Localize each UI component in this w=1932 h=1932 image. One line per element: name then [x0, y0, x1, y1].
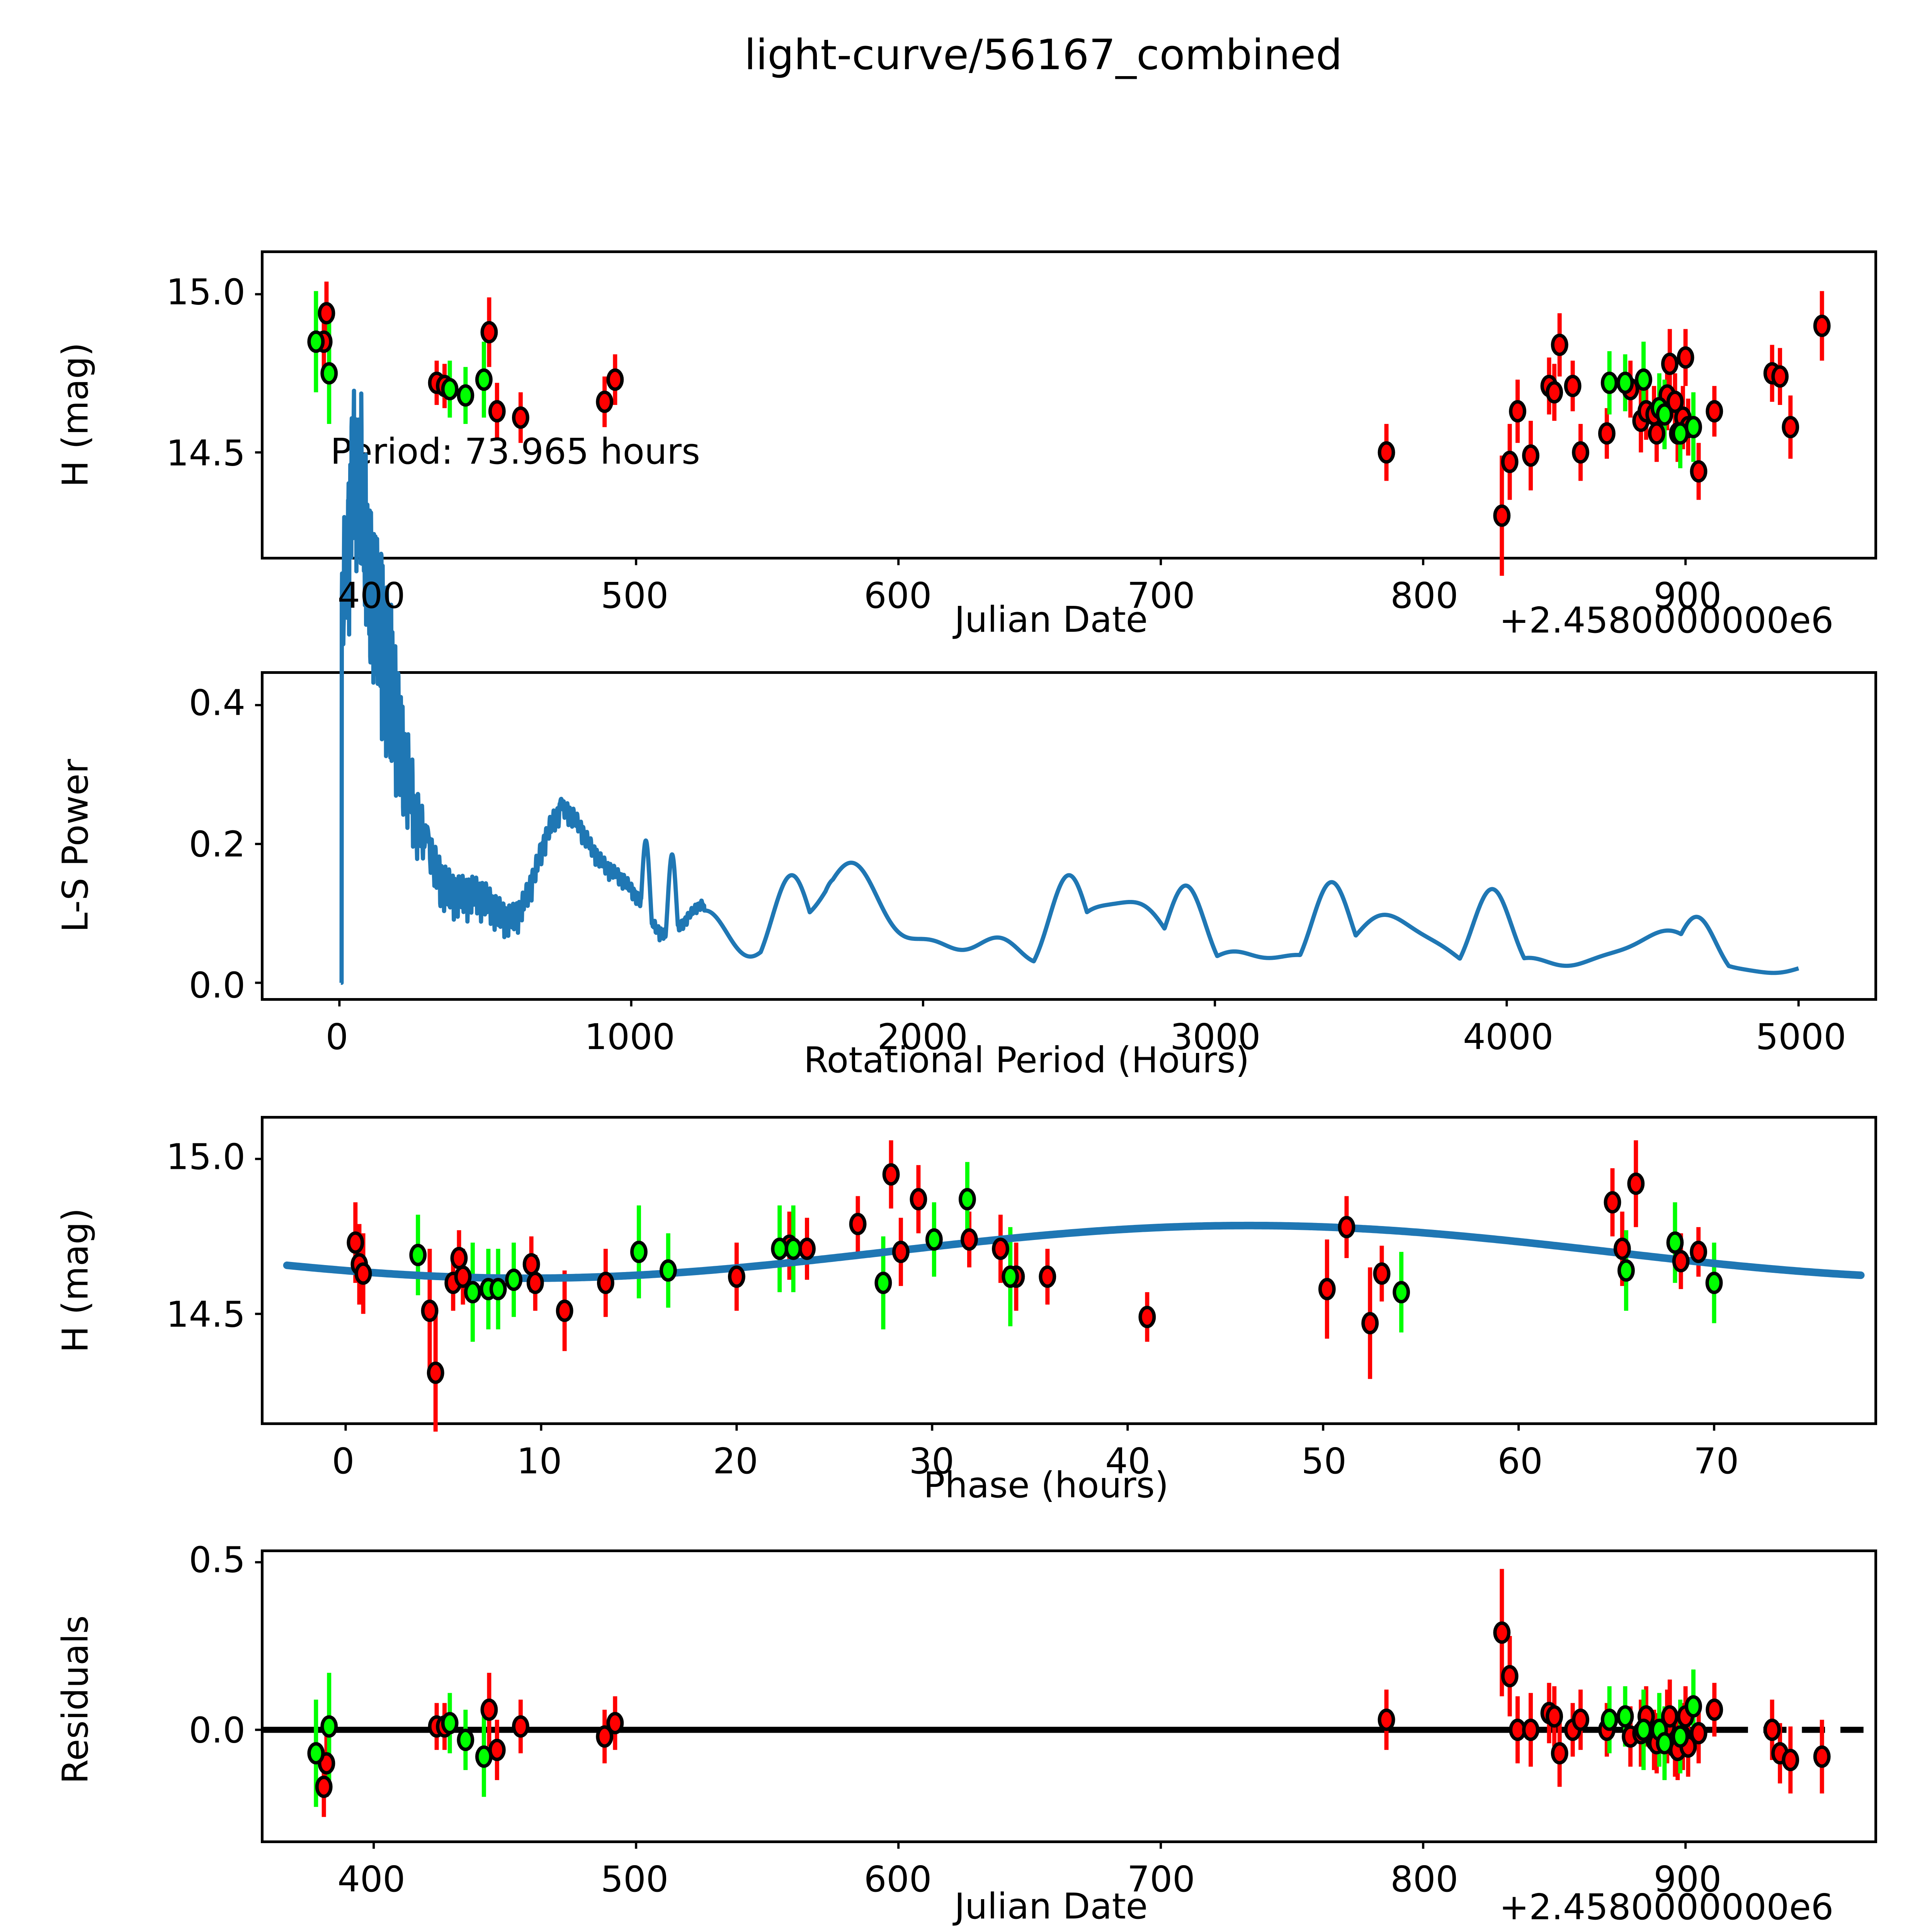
phase-folded-xtick-5: 50 [1301, 1440, 1347, 1482]
residuals-markers-green [307, 1695, 1702, 1768]
phase-folded-series-red [353, 1140, 1701, 1432]
light-curve-series-red [321, 281, 1824, 576]
light-curve-y-axis-label: H (mag) [54, 342, 96, 487]
light-curve-xtick-0: 400 [337, 575, 405, 616]
phase-folded-panel [255, 1116, 1877, 1432]
phase-folded-xtick-2: 20 [713, 1440, 759, 1482]
periodogram-y-axis-label: L-S Power [54, 759, 96, 932]
light-curve-xtick-2: 600 [864, 575, 932, 616]
phase-folded-x-axis-label: Phase (hours) [923, 1464, 1169, 1506]
residuals-x-offset-label: +2.4580000000e6 [1499, 1886, 1834, 1928]
periodogram-xtick-1: 1000 [584, 1016, 675, 1058]
phase-folded-plot-area [255, 1140, 1865, 1432]
periodogram-xtick-4: 4000 [1463, 1016, 1554, 1058]
figure-title: light-curve/56167_combined [744, 31, 1342, 79]
residuals-xtick-5: 900 [1653, 1859, 1722, 1900]
residuals-xtick-4: 800 [1390, 1859, 1459, 1900]
residuals-x-axis-label: Julian Date [954, 1886, 1148, 1927]
phase-folded-ytick-1: 14.5 [166, 1294, 245, 1335]
phase-folded-markers-red [347, 1163, 1708, 1384]
light-curve-ytick-1: 14.5 [166, 432, 245, 474]
periodogram-xtick-2: 2000 [877, 1016, 968, 1058]
phase-folded-markers-green [409, 1188, 1723, 1304]
periodogram-xtick-5: 5000 [1755, 1016, 1847, 1058]
residuals-plot-area [255, 1561, 1874, 1849]
phase-folded-xtick-6: 60 [1497, 1440, 1543, 1482]
phase-folded-xtick-3: 30 [909, 1440, 954, 1482]
phase-folded-xtick-1: 10 [517, 1440, 562, 1482]
residuals-panel [255, 1549, 1877, 1849]
phase-folded-series-green [416, 1162, 1716, 1342]
residuals-xtick-0: 400 [337, 1859, 405, 1900]
phase-folded-xtick-0: 0 [332, 1440, 355, 1482]
phase-folded-xtick-7: 70 [1694, 1440, 1739, 1482]
periodogram-panel [255, 388, 1877, 1007]
phase-folded-fit-curve [283, 1221, 1865, 1282]
residuals-series-red [321, 1569, 1824, 1817]
periodogram-x-axis-label: Rotational Period (Hours) [804, 1039, 1250, 1081]
periodogram-xtick-3: 3000 [1170, 1016, 1261, 1058]
periodogram-xtick-0: 0 [325, 1016, 349, 1058]
light-curve-xtick-5: 900 [1653, 575, 1722, 616]
phase-folded-xtick-4: 40 [1105, 1440, 1151, 1482]
light-curve-panel [255, 250, 1877, 576]
period-annotation: Period: 73.965 hours [330, 431, 700, 472]
residuals-xtick-3: 700 [1127, 1859, 1195, 1900]
periodogram-ytick-2: 0.4 [189, 682, 245, 724]
phase-folded-y-axis-label: H (mag) [54, 1208, 96, 1353]
residuals-xtick-2: 600 [864, 1859, 932, 1900]
periodogram-ytick-0: 0.0 [189, 964, 245, 1006]
light-curve-xtick-4: 800 [1390, 575, 1459, 616]
periodogram-ytick-1: 0.2 [189, 823, 245, 865]
light-curve-xtick-3: 700 [1127, 575, 1195, 616]
light-curve-ytick-0: 15.0 [166, 271, 245, 313]
light-curve-x-offset-label: +2.4580000000e6 [1499, 600, 1834, 641]
residuals-ytick-1: 0.0 [189, 1709, 245, 1751]
periodogram-plot-area [255, 388, 1801, 1007]
light-curve-markers-red [315, 302, 1831, 527]
residuals-y-axis-label: Residuals [54, 1615, 96, 1784]
light-curve-x-axis-label: Julian Date [954, 599, 1148, 640]
light-curve-plot-area [255, 281, 1831, 576]
periodogram-curve [339, 388, 1801, 985]
residuals-markers-red [315, 1621, 1831, 1798]
residuals-ytick-0: 0.5 [189, 1539, 245, 1580]
light-curve-xtick-1: 500 [600, 575, 669, 616]
residuals-xtick-1: 500 [600, 1859, 669, 1900]
phase-folded-ytick-0: 15.0 [166, 1136, 245, 1178]
light-curve-markers-green [307, 330, 1702, 445]
